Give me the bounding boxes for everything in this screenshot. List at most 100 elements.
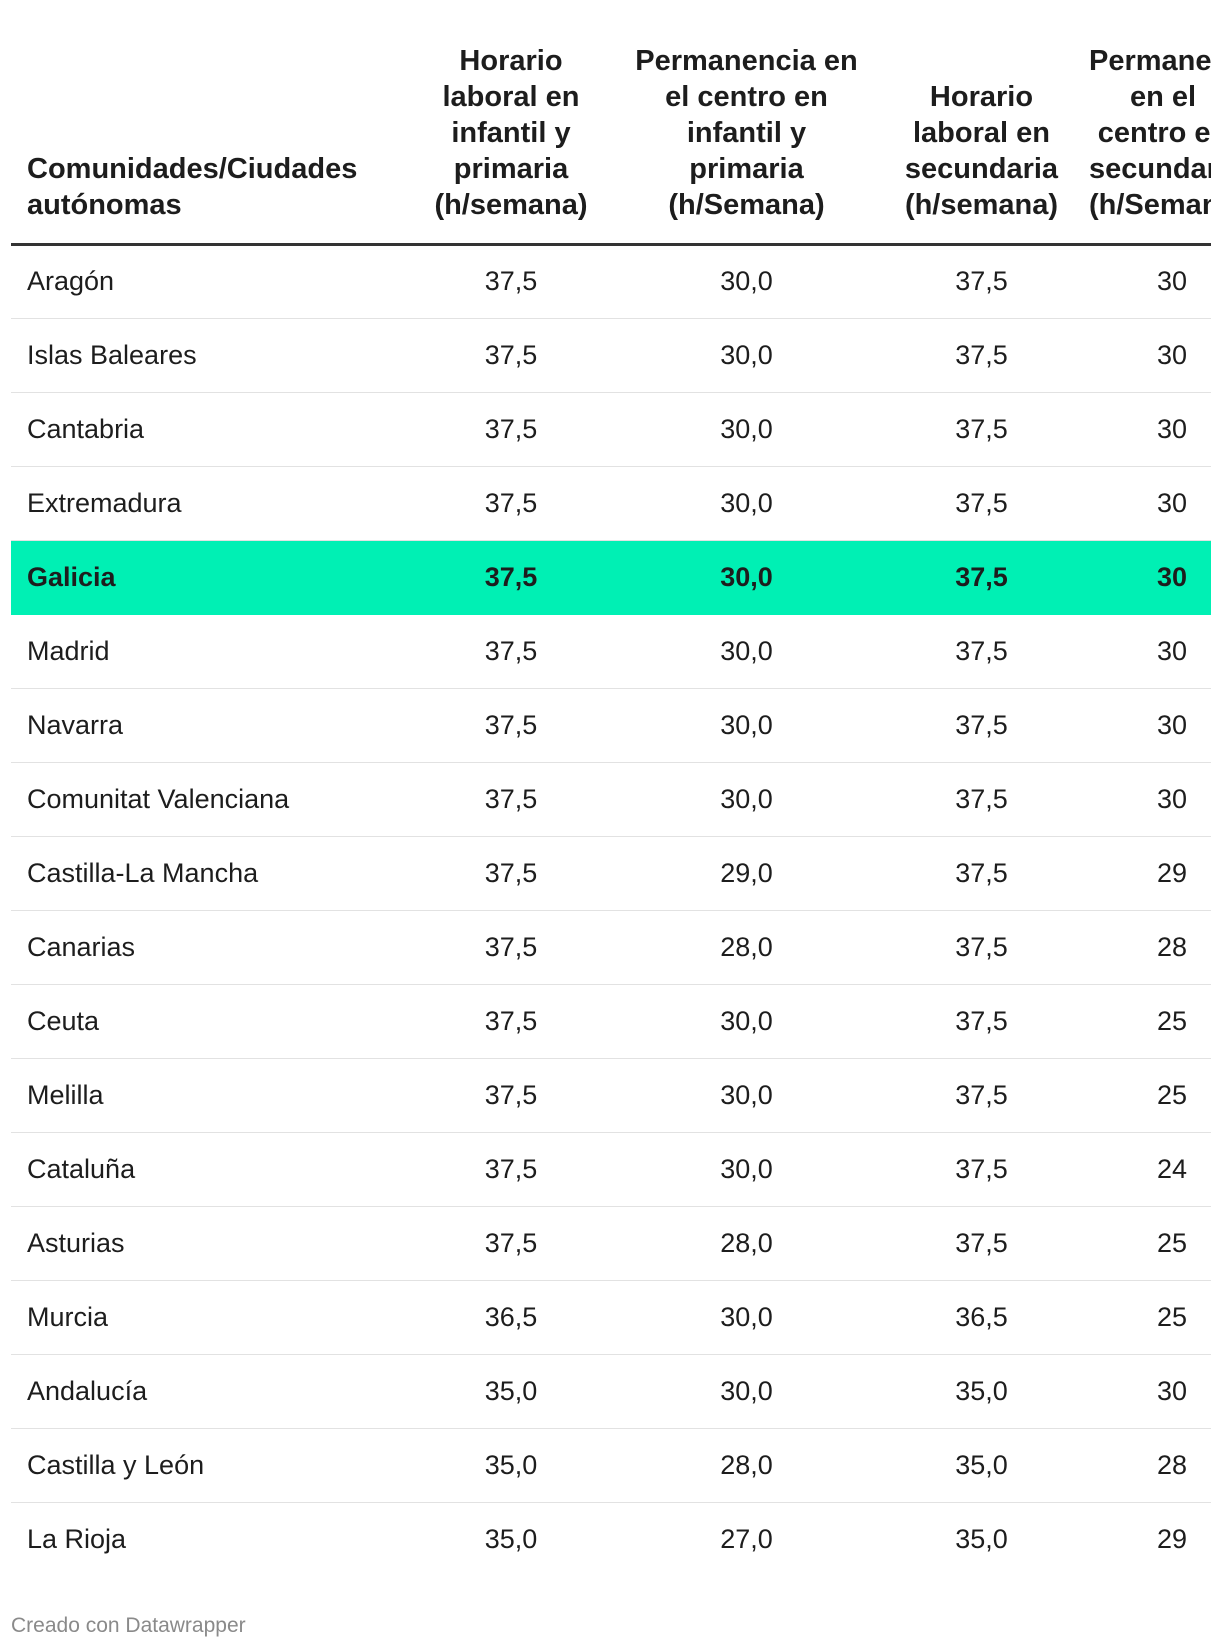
value-cell: 36,5 [403,1280,619,1355]
value-cell: 37,5 [874,984,1089,1059]
column-header-label: Comunidades/Ciudades autónomas [27,152,358,221]
value-cell: 28 [1089,910,1211,985]
value-cell: 35,0 [403,1428,619,1503]
value-cell: 37,5 [874,392,1089,467]
region-name-cell: Melilla [11,1058,403,1133]
value-cell: 30,0 [619,392,874,467]
column-header-3: Horario laboral en secundaria (h/semana) [874,0,1089,246]
value-cell: 30,0 [619,614,874,689]
value-cell: 37,5 [874,688,1089,763]
value-cell: 37,5 [403,614,619,689]
region-name-cell: Islas Baleares [11,318,403,393]
value-cell: 30,0 [619,688,874,763]
value-cell: 37,5 [403,836,619,911]
region-name-cell: Cataluña [11,1132,403,1207]
table-row: Cataluña 37,5 30,0 37,5 24 [11,1132,1211,1207]
value-cell: 37,5 [874,244,1089,319]
value-cell: 37,5 [874,318,1089,393]
table-row: Cantabria 37,5 30,0 37,5 30 [11,392,1211,467]
value-cell: 37,5 [874,466,1089,541]
data-table-container: Comunidades/Ciudades autónomas Horario la… [11,0,1211,1576]
value-cell: 37,5 [403,244,619,319]
table-row: Castilla y León 35,0 28,0 35,0 28 [11,1428,1211,1503]
table-row: Islas Baleares 37,5 30,0 37,5 30 [11,318,1211,393]
value-cell: 37,5 [403,540,619,615]
value-cell: 25 [1089,1280,1211,1355]
value-cell: 30,0 [619,1058,874,1133]
value-cell: 30,0 [619,1132,874,1207]
region-name-cell: Madrid [11,614,403,689]
value-cell: 29 [1157,1523,1188,1554]
value-cell: 28,0 [619,910,874,985]
value-cell: 30 [1089,614,1211,689]
column-header-1: Horario laboral en infantil y primaria (… [403,0,619,246]
column-header-4: Permanencia en el centro en secundaria (… [1089,0,1211,246]
table-row: Castilla-La Mancha 37,5 29,0 37,5 29 [11,836,1211,911]
value-cell: 37,5 [874,540,1089,615]
table-row: Galicia 37,5 30,0 37,5 30 [11,540,1211,615]
value-cell: 28,0 [619,1428,874,1503]
value-cell: 37,5 [874,1058,1089,1133]
value-cell: 30,0 [619,540,874,615]
value-cell: 35,0 [484,1523,538,1554]
value-cell: 24 [1089,1132,1211,1207]
value-cell: 25 [1089,984,1211,1059]
column-header-label: Permanencia en el centro en infantil y p… [635,44,858,221]
column-header-label: Permanencia en el centro en secundaria (… [1089,44,1211,221]
value-cell: 37,5 [403,984,619,1059]
value-cell: 35,0 [874,1428,1089,1503]
region-name-cell: Cantabria [11,392,403,467]
region-name-cell: Galicia [11,540,403,615]
value-cell: 37,5 [874,1206,1089,1281]
value-cell: 30,0 [619,1354,874,1429]
value-cell: 36,5 [874,1280,1089,1355]
table-header: Comunidades/Ciudades autónomas Horario la… [11,0,1211,246]
value-cell: 37,5 [403,1206,619,1281]
value-cell: 25 [1089,1058,1211,1133]
region-name-cell: Andalucía [11,1354,403,1429]
value-cell: 30 [1089,1354,1211,1429]
value-cell: 29 [1089,836,1211,911]
data-table: Comunidades/Ciudades autónomas Horario la… [11,0,1211,1576]
value-cell: 37,5 [874,836,1089,911]
value-cell: 30 [1089,318,1211,393]
value-cell: 35,0 [874,1354,1089,1429]
value-cell: 28 [1089,1428,1211,1503]
datawrapper-credit: Creado con Datawrapper [11,1614,246,1637]
region-name-cell: Aragón [11,244,403,319]
column-header-0: Comunidades/Ciudades autónomas [11,0,403,246]
value-cell: 37,5 [874,614,1089,689]
region-name-cell: Ceuta [11,984,403,1059]
value-cell: 37,5 [874,910,1089,985]
value-cell: 37,5 [403,392,619,467]
value-cell: 29,0 [619,836,874,911]
value-cell: 30,0 [619,318,874,393]
table-row: Andalucía 35,0 30,0 35,0 30 [11,1354,1211,1429]
value-cell: 35,0 [955,1523,1008,1554]
region-name-cell: Canarias [11,910,403,985]
value-cell: 30,0 [619,1280,874,1355]
value-cell: 30,0 [619,466,874,541]
value-cell: 30,0 [619,244,874,319]
region-name-cell: Castilla y León [11,1428,403,1503]
region-name-cell: Castilla-La Mancha [11,836,403,911]
value-cell: 35,0 [403,1354,619,1429]
value-cell: 37,5 [874,1132,1089,1207]
region-name-cell: La Rioja [27,1523,127,1554]
table-body: Aragón 37,5 30,0 37,5 30 Islas Baleares 37,5 30… [11,244,1211,1576]
value-cell: 30 [1089,540,1211,615]
region-name-cell: Comunitat Valenciana [11,762,403,837]
value-cell: 25 [1089,1206,1211,1281]
region-name-cell: Extremadura [11,466,403,541]
table-row: Extremadura 37,5 30,0 37,5 30 [11,466,1211,541]
value-cell: 30 [1089,688,1211,763]
header-row: Comunidades/Ciudades autónomas Horario la… [11,0,1211,246]
value-cell: 37,5 [403,318,619,393]
table-row: Murcia 36,5 30,0 36,5 25 [11,1280,1211,1355]
table-row: Melilla 37,5 30,0 37,5 25 [11,1058,1211,1133]
value-cell: 30 [1089,762,1211,837]
table-row: Navarra 37,5 30,0 37,5 30 [11,688,1211,763]
region-name-cell: Murcia [11,1280,403,1355]
value-cell: 37,5 [403,762,619,837]
value-cell: 37,5 [403,910,619,985]
